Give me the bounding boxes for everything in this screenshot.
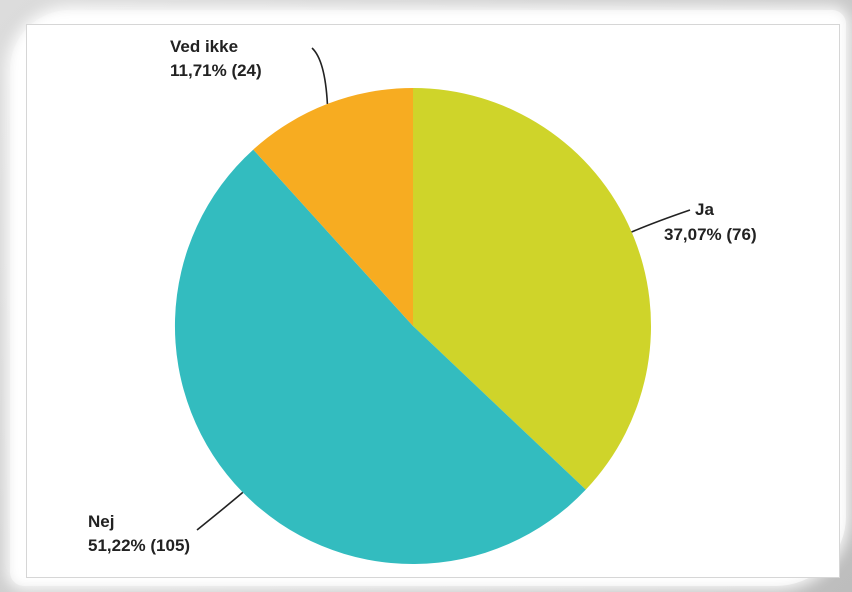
pie-slices bbox=[174, 88, 652, 565]
slice-label-ja: Ja bbox=[695, 200, 714, 219]
pie-slice-ja bbox=[413, 88, 652, 490]
slice-value-nej: 51,22% (105) bbox=[88, 536, 190, 555]
slice-value-ja: 37,07% (76) bbox=[664, 225, 757, 244]
leader-line-ja bbox=[631, 209, 691, 233]
slice-label-ved-ikke: Ved ikke bbox=[170, 37, 238, 56]
slice-label-nej: Nej bbox=[88, 512, 114, 531]
slice-value-ved-ikke: 11,71% (24) bbox=[170, 61, 262, 80]
leader-lines bbox=[196, 47, 691, 531]
pie-slice-ved-ikke bbox=[253, 88, 413, 326]
leader-line-ved-ikke bbox=[311, 47, 329, 104]
pie-slice-nej bbox=[174, 149, 586, 565]
leader-line-nej bbox=[196, 491, 244, 531]
